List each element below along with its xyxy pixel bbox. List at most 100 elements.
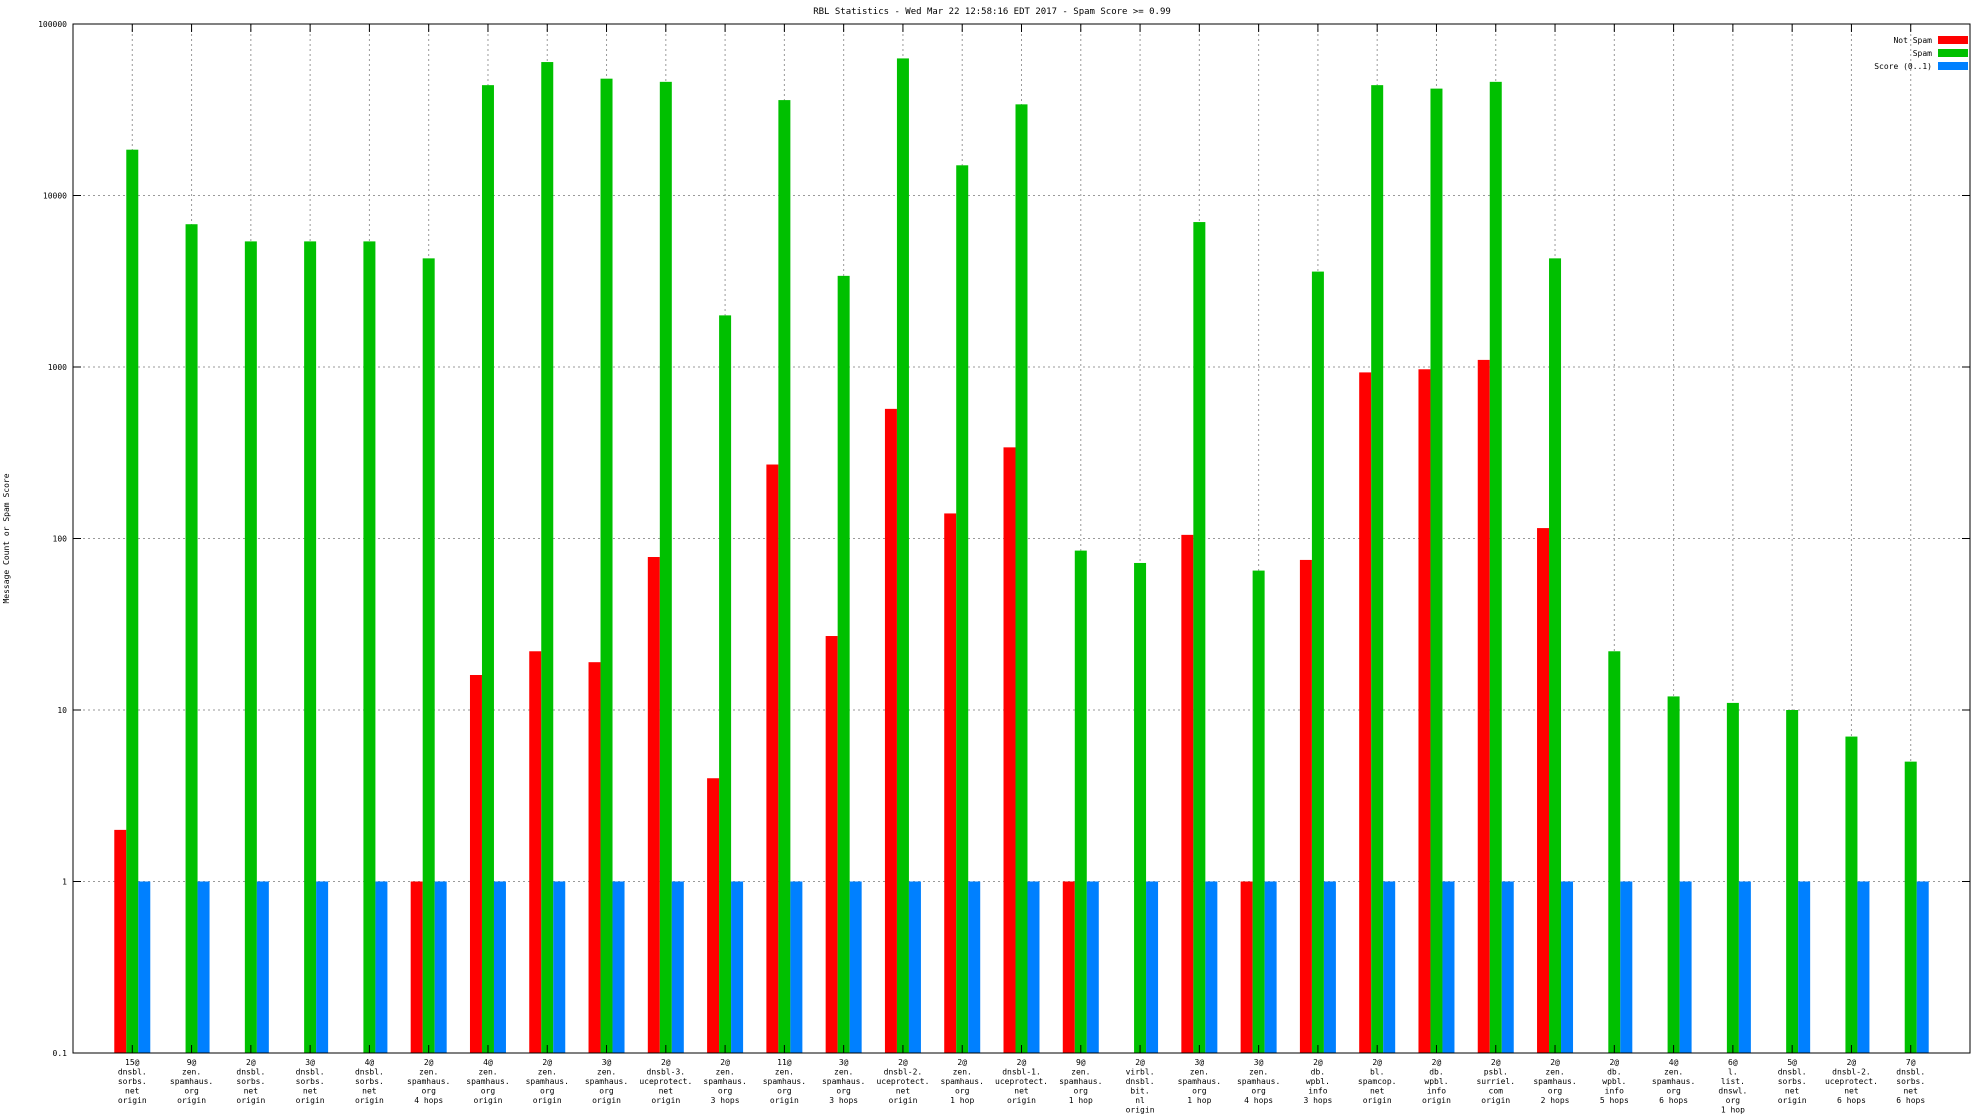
bar-score-0-1: [671, 881, 684, 1053]
x-tick-label: 7@ dnsbl. sorbs. net 6 hops: [1896, 1058, 1925, 1105]
bar-score-0-1: [1264, 881, 1277, 1053]
bar-spam: [126, 149, 139, 1053]
x-tick-label: 9@ zen. spamhaus. org 1 hop: [1059, 1058, 1102, 1105]
bar-score-0-1: [1323, 881, 1336, 1053]
bar-score-0-1: [612, 881, 625, 1053]
bar-not-spam: [1418, 369, 1431, 1053]
bar-spam: [1015, 104, 1028, 1053]
bar-spam: [481, 85, 494, 1053]
x-tick-label: 2@ db. wpbl. info 3 hops: [1303, 1058, 1332, 1105]
bar-score-0-1: [1916, 881, 1929, 1053]
bar-score-0-1: [434, 881, 447, 1053]
legend-swatch: [1938, 49, 1968, 57]
bar-spam: [1549, 258, 1562, 1053]
x-tick-label: 2@ zen. spamhaus. org 1 hop: [941, 1058, 984, 1105]
bar-not-spam: [529, 651, 542, 1053]
bar-score-0-1: [1027, 881, 1040, 1053]
bar-spam: [1193, 222, 1206, 1054]
x-tick-label: 2@ psbl. surriel. com origin: [1476, 1058, 1515, 1105]
bar-score-0-1: [1679, 881, 1692, 1053]
bar-spam: [1845, 736, 1858, 1053]
y-tick-label: 1: [62, 878, 67, 887]
x-tick-label: 2@ dnsbl. sorbs. net origin: [236, 1058, 265, 1105]
bar-spam: [244, 241, 257, 1053]
bar-score-0-1: [1383, 881, 1396, 1053]
legend-label: Score (0..1): [1874, 62, 1932, 71]
bar-spam: [304, 241, 317, 1053]
bar-spam: [1786, 710, 1799, 1053]
x-tick-label: 2@ zen. spamhaus. org 4 hops: [407, 1058, 450, 1105]
bar-score-0-1: [1086, 881, 1099, 1053]
bar-spam: [719, 315, 732, 1053]
x-axis-ticks: 15@ dnsbl. sorbs. net origin 9@ zen. spamhaus. o…: [118, 24, 1925, 1115]
y-tick-label: 10: [57, 706, 67, 715]
bar-spam: [1667, 696, 1680, 1053]
y-tick-label: 10000: [43, 192, 67, 201]
bar-spam: [1134, 562, 1147, 1053]
bar-spam: [1252, 570, 1265, 1053]
y-axis-label: Message Count or Spam Score: [2, 473, 11, 603]
bar-score-0-1: [1857, 881, 1870, 1053]
bar-score-0-1: [1146, 881, 1159, 1053]
bar-not-spam: [1181, 534, 1194, 1053]
bar-spam: [778, 100, 791, 1054]
y-tick-label: 0.1: [53, 1049, 68, 1058]
bar-score-0-1: [849, 881, 862, 1053]
bar-not-spam: [114, 829, 127, 1053]
bar-spam: [363, 241, 376, 1053]
bar-not-spam: [707, 778, 720, 1053]
x-tick-label: 9@ zen. spamhaus. org origin: [170, 1058, 213, 1105]
bar-not-spam: [1477, 359, 1490, 1054]
x-tick-label: 2@ zen. spamhaus. org 2 hops: [1533, 1058, 1576, 1105]
bar-score-0-1: [138, 881, 151, 1053]
x-tick-label: 2@ bl. spamcop. net origin: [1358, 1058, 1397, 1105]
bar-score-0-1: [375, 881, 388, 1053]
y-axis-ticks: 0.1 1 10 100 1000 10000 100000: [38, 20, 1970, 1058]
bar-score-0-1: [256, 881, 269, 1053]
x-tick-label: 3@ zen. spamhaus. org 1 hop: [1178, 1058, 1221, 1105]
bar-score-0-1: [1501, 881, 1514, 1053]
x-tick-label: 15@ dnsbl. sorbs. net origin: [118, 1058, 147, 1105]
x-tick-label: 6@ l. list. dnswl. org 1 hop: [1718, 1058, 1747, 1115]
bar-spam: [1430, 88, 1443, 1054]
x-tick-label: 2@ zen. spamhaus. org origin: [526, 1058, 569, 1105]
x-tick-label: 4@ zen. spamhaus. org origin: [466, 1058, 509, 1105]
bar-not-spam: [1359, 372, 1372, 1054]
bar-score-0-1: [493, 881, 506, 1053]
legend-label: Spam: [1913, 49, 1932, 58]
bar-spam: [1074, 550, 1087, 1053]
legend: Not Spam Spam Score (0..1): [1874, 36, 1968, 71]
bar-spam: [659, 81, 672, 1053]
bar-not-spam: [647, 557, 660, 1053]
bar-not-spam: [766, 464, 779, 1053]
x-tick-label: 2@ dnsbl-1. uceprotect. net origin: [995, 1058, 1048, 1105]
bar-not-spam: [825, 636, 838, 1053]
bar-not-spam: [469, 674, 482, 1053]
bar-not-spam: [1003, 447, 1016, 1053]
bar-score-0-1: [1798, 881, 1811, 1053]
bar-spam: [1904, 761, 1917, 1053]
bar-score-0-1: [908, 881, 921, 1053]
bar-spam: [541, 62, 554, 1054]
bar-spam: [1726, 702, 1739, 1053]
y-tick-label: 1000: [48, 363, 67, 372]
x-tick-label: 4@ dnsbl. sorbs. net origin: [355, 1058, 384, 1105]
x-tick-label: 2@ virbl. dnsbl. bit. nl origin: [1126, 1058, 1155, 1115]
bar-score-0-1: [1442, 881, 1455, 1053]
bar-score-0-1: [790, 881, 803, 1053]
x-tick-label: 3@ zen. spamhaus. org 3 hops: [822, 1058, 865, 1105]
x-tick-label: 2@ db. wpbl. info origin: [1422, 1058, 1451, 1105]
bar-not-spam: [944, 513, 957, 1053]
bar-not-spam: [1299, 559, 1312, 1053]
bar-score-0-1: [968, 881, 981, 1053]
x-tick-label: 2@ dnsbl-2. uceprotect. net 6 hops: [1825, 1058, 1878, 1105]
x-tick-label: 11@ zen. spamhaus. org origin: [763, 1058, 806, 1105]
bar-score-0-1: [553, 881, 566, 1053]
bar-not-spam: [410, 881, 423, 1053]
x-tick-label: 3@ zen. spamhaus. org origin: [585, 1058, 628, 1105]
x-tick-label: 5@ dnsbl. sorbs. net origin: [1778, 1058, 1807, 1105]
x-tick-label: 3@ zen. spamhaus. org 4 hops: [1237, 1058, 1280, 1105]
x-tick-label: 2@ dnsbl-3. uceprotect. net origin: [639, 1058, 692, 1105]
bar-spam: [956, 165, 969, 1053]
